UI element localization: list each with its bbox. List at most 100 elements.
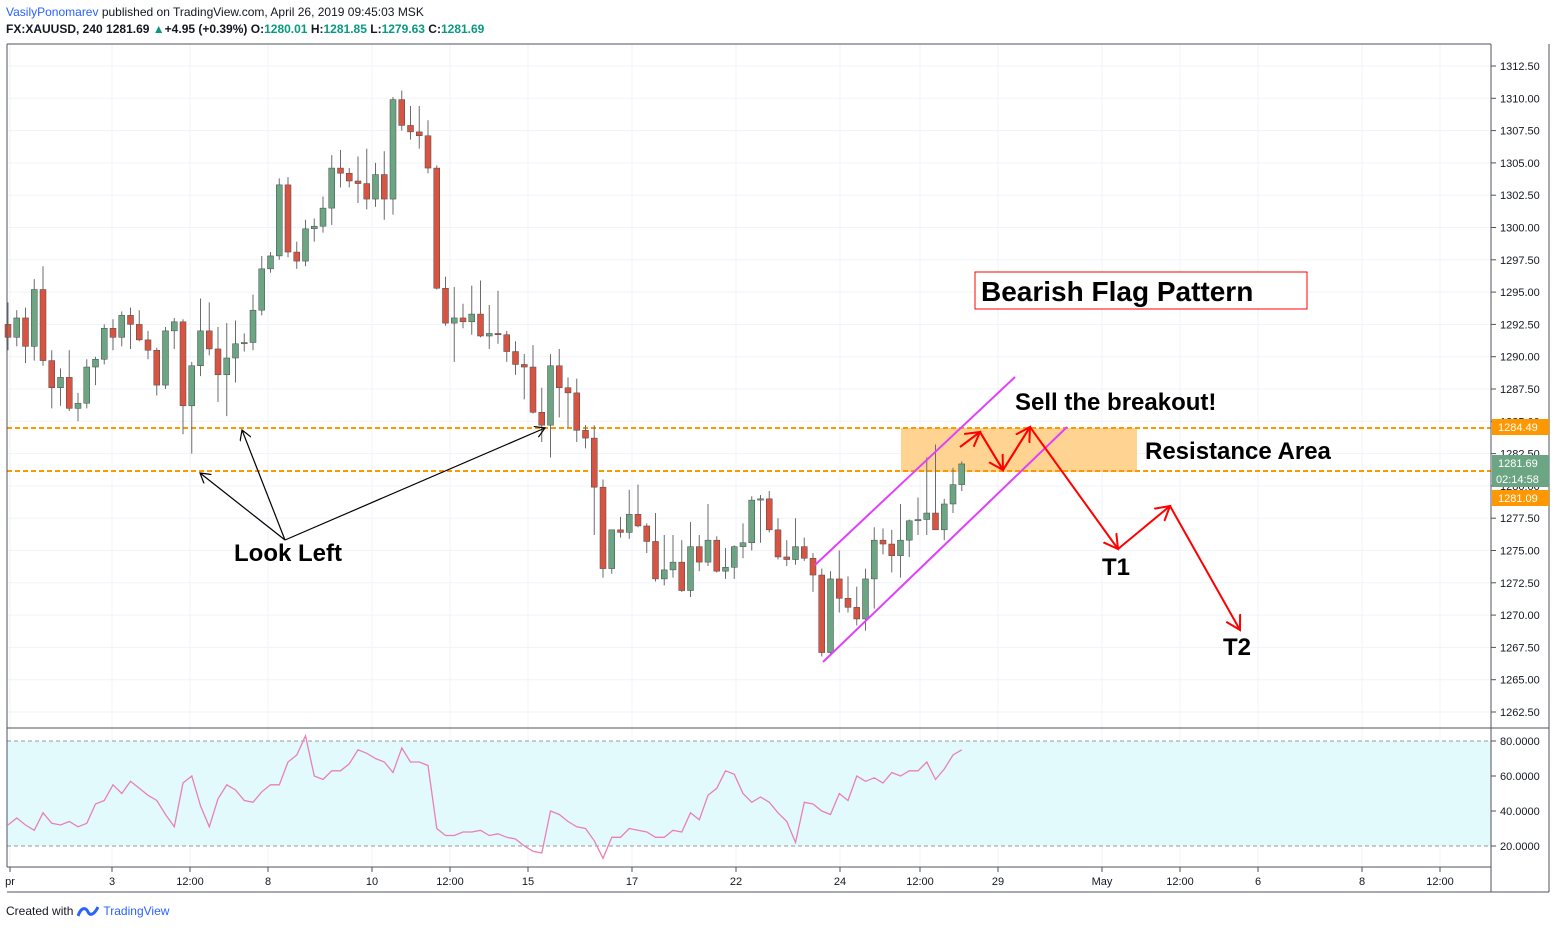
price-tick-label: 1290.00 [1500,352,1540,364]
rsi-line [7,733,963,860]
look-left-arrow-2 [242,430,286,541]
candle-body [13,317,20,338]
candle-body [503,334,510,352]
channel-upper-line [814,376,1016,566]
candle-body [652,541,659,580]
price-tick-label: 1272.50 [1500,578,1540,590]
rsi-tick-label: 60.0000 [1500,771,1540,783]
look-left-label: Look Left [234,540,342,567]
candle-body [31,289,38,347]
candle-body [809,558,817,576]
candle-body [941,503,948,531]
ohlc-line: FX:XAUUSD, 240 1281.69 ▲+4.95 (+0.39%) O… [6,21,484,38]
countdown-text: 02:14:58 [1496,474,1539,486]
candle-body [311,225,318,230]
time-tick-label: 3 [109,876,115,888]
candle-body [879,539,887,545]
price-badge-current: 1281.69 02:14:58 [1492,455,1549,487]
price-badge-bottom-text: 1281.09 [1498,493,1538,505]
pattern-title: Bearish Flag Pattern [981,276,1253,307]
created-with-label: Created with [6,904,74,918]
candle-body [241,342,248,345]
tradingview-logo-icon [77,906,100,917]
candle-body [232,343,239,359]
candle-body [451,317,458,324]
candle-body [556,365,563,388]
candle-body [739,542,747,547]
candle-body [529,366,537,413]
time-tick-label: 12:00 [436,876,464,888]
chart-frame [6,43,1550,893]
price-badge-top-text: 1284.49 [1498,422,1538,434]
candle-body [57,377,64,388]
price-axis[interactable]: 1312.50 1310.00 1307.50 1305.00 1302.50 1300.… [1491,61,1540,719]
time-axis[interactable]: pr 3 12:00 8 10 12:00 15 17 22 24 12:00 29 May 12:00 6… [5,867,1454,888]
price-tick-label: 1270.00 [1500,610,1540,622]
look-left-arrow-3 [284,428,545,541]
candle-body [302,228,309,262]
zigzag-arrow-3 [1002,427,1030,471]
target-arrow-rebound [1117,506,1170,550]
candle-body [22,317,29,347]
publish-info: published on TradingView.com, April 26, … [101,5,424,19]
candle-body [83,366,90,404]
price-tick-label: 1267.50 [1500,642,1540,654]
candle-body [836,578,843,599]
up-triangle-icon: ▲ [152,22,165,36]
candle-body [906,520,913,541]
zigzag-arrow-2 [979,431,1003,470]
target-t2-label: T2 [1223,634,1251,661]
publish-line: VasilyPonomarev published on TradingView… [6,4,484,21]
candle-body [643,525,650,542]
price-tick-label: 1262.50 [1500,707,1540,719]
candle-body [897,539,904,556]
price-change: +4.95 (+0.39%) [164,22,248,36]
target-arrow-t2 [1169,505,1240,630]
candle-body [494,333,502,335]
author-link[interactable]: VasilyPonomarev [6,5,99,19]
candle-body [696,546,703,563]
candle-body [214,348,222,376]
candle-body [512,351,519,365]
close-value: 1281.69 [440,22,485,36]
candle-body [687,546,694,591]
time-tick-label: pr [5,876,15,888]
time-tick-label: 22 [730,876,742,888]
price-tick-label: 1295.00 [1500,287,1540,299]
candle-body [39,289,47,361]
candle-body [328,167,335,209]
price-badge-top: 1284.49 [1492,419,1549,435]
time-tick-label: 10 [366,876,378,888]
candle-body [346,172,353,182]
candle-body [363,183,370,200]
time-tick-label: 12:00 [906,876,934,888]
sell-breakout-label: Sell the breakout! [1015,389,1216,416]
time-tick-label: 6 [1255,876,1261,888]
candle-body [66,377,73,409]
candle-body [914,519,922,522]
candle-body [337,167,344,174]
zigzag-arrow-1 [959,432,980,448]
time-tick-label: 29 [992,876,1004,888]
rsi-tick-label: 80.0000 [1500,736,1540,748]
candle-body [258,268,265,311]
last-price: 1281.69 [106,22,150,36]
price-tick-label: 1275.00 [1500,546,1540,558]
candle-body [267,255,274,270]
candle-body [844,598,852,608]
candle-body [48,360,55,388]
tradingview-link[interactable]: TradingView [103,904,170,918]
candle-body [223,357,230,376]
candle-body [538,412,545,426]
candle-body [827,578,834,653]
price-tick-label: 1287.50 [1500,384,1540,396]
candle-body [757,498,764,501]
rsi-axis[interactable]: 80.0000 60.0000 40.0000 20.0000 [1491,736,1540,853]
candle-body [249,309,257,343]
candle-body [722,567,729,572]
candle-body [416,131,423,137]
channel-lower-line [822,426,1068,663]
close-label: C: [428,22,441,36]
high-value: 1281.85 [323,22,367,36]
